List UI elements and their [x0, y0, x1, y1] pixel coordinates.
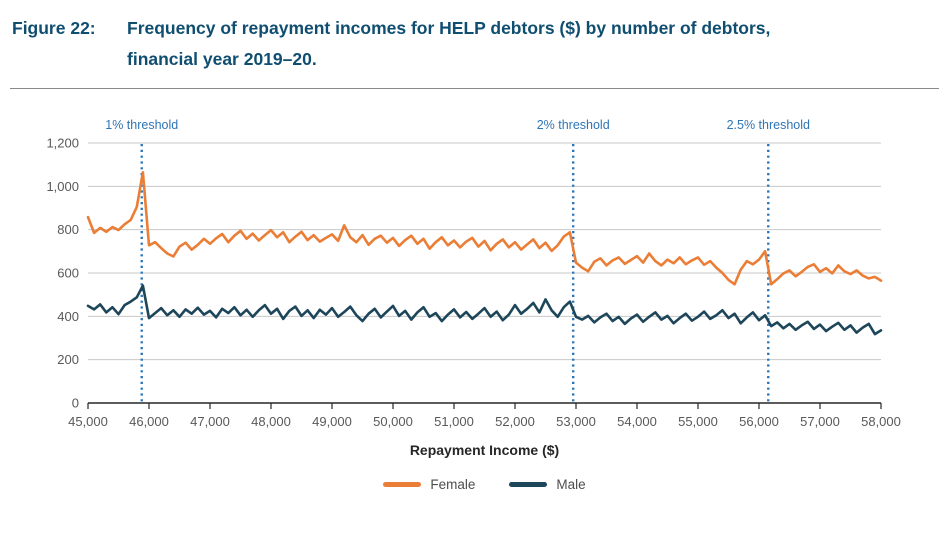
y-tick-label: 0 — [72, 396, 79, 411]
x-tick-label: 53,000 — [556, 414, 596, 429]
figure-title: Figure 22: Frequency of repayment income… — [12, 13, 912, 75]
x-tick-label: 50,000 — [373, 414, 413, 429]
x-tick-label: 51,000 — [434, 414, 474, 429]
x-tick-label: 58,000 — [861, 414, 901, 429]
title-divider — [10, 88, 939, 89]
figure-number: Figure 22: — [12, 18, 96, 38]
x-tick-label: 46,000 — [129, 414, 169, 429]
legend-item-male: Male — [509, 477, 586, 492]
x-tick-label: 55,000 — [678, 414, 718, 429]
figure-title-line2: financial year 2019–20. — [127, 49, 317, 69]
figure-title-text: Frequency of repayment incomes for HELP … — [127, 13, 912, 75]
y-tick-label: 200 — [57, 352, 79, 367]
female-line-swatch — [383, 482, 422, 487]
y-tick-label: 800 — [57, 222, 79, 237]
legend-label-male: Male — [556, 477, 586, 492]
threshold-label: 1% threshold — [105, 118, 178, 132]
x-tick-label: 49,000 — [312, 414, 352, 429]
x-tick-label: 52,000 — [495, 414, 535, 429]
y-tick-label: 1,200 — [46, 136, 79, 151]
male-line-swatch — [509, 482, 548, 487]
threshold-label: 2.5% threshold — [727, 118, 810, 132]
legend-label-female: Female — [430, 477, 476, 492]
y-tick-label: 1,000 — [46, 179, 79, 194]
chart-legend: Female Male — [88, 477, 881, 492]
y-tick-label: 600 — [57, 266, 79, 281]
x-tick-label: 48,000 — [251, 414, 291, 429]
x-tick-label: 47,000 — [190, 414, 230, 429]
series-line-male — [86, 284, 883, 336]
figure-title-line1: Frequency of repayment incomes for HELP … — [127, 18, 771, 38]
legend-item-female: Female — [383, 477, 475, 492]
x-tick-label: 45,000 — [68, 414, 108, 429]
y-tick-label: 400 — [57, 309, 79, 324]
series-line-female — [86, 171, 883, 286]
x-axis-title: Repayment Income ($) — [409, 442, 560, 458]
x-tick-label: 57,000 — [800, 414, 840, 429]
x-tick-label: 54,000 — [617, 414, 657, 429]
threshold-label: 2% threshold — [537, 118, 610, 132]
x-tick-label: 56,000 — [739, 414, 779, 429]
